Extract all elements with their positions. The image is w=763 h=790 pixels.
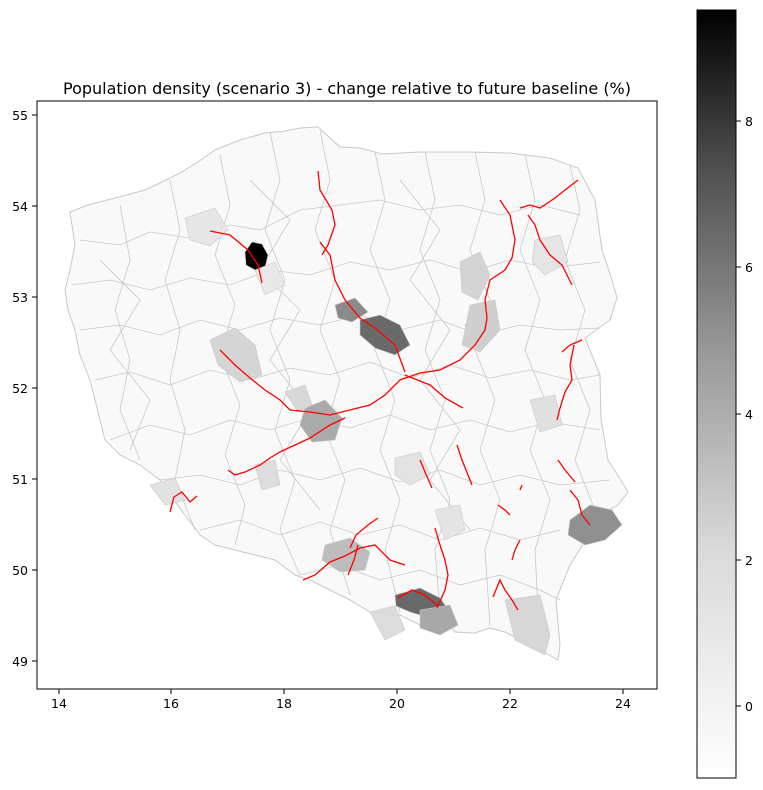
x-tick-label: 14: [51, 696, 67, 711]
road-16: [302, 544, 406, 581]
road-19: [397, 589, 439, 607]
region-poznan: [209, 327, 263, 383]
road-9: [561, 339, 583, 353]
colorbar-tick-label: 8: [745, 114, 753, 129]
region-lodz: [299, 399, 343, 443]
road-1: [209, 230, 263, 284]
road-22: [492, 578, 519, 611]
x-tick-label: 20: [389, 696, 405, 711]
region-bialystok-area: [459, 251, 491, 301]
road-14: [569, 489, 591, 526]
road-18: [347, 544, 359, 576]
region-max-change: [244, 241, 269, 271]
x-axis: 14 16 18 20 22 24: [51, 689, 631, 711]
y-axis: 55 54 53 52 51 50 49: [12, 108, 37, 669]
region-torun: [254, 261, 286, 296]
y-tick-label: 55: [12, 108, 28, 123]
road-4: [219, 199, 516, 416]
road-12: [456, 444, 473, 486]
y-tick-label: 54: [12, 199, 28, 214]
map-frame: [36, 100, 658, 690]
x-tick-label: 16: [163, 696, 179, 711]
road-11: [419, 459, 433, 489]
region-lodz-ring: [284, 384, 313, 413]
road-3: [319, 241, 406, 373]
road-8: [519, 179, 579, 209]
county-borders: [71, 129, 611, 649]
road-13: [557, 459, 576, 483]
region-kielce: [434, 504, 466, 541]
road-24: [519, 484, 523, 491]
region-wroclaw: [149, 477, 186, 506]
y-tick-label: 52: [12, 381, 28, 396]
roads: [169, 170, 591, 611]
colorbar-tick-label: 0: [745, 699, 753, 714]
region-central: [394, 451, 431, 486]
road-7: [527, 214, 573, 286]
region-lublin: [529, 394, 563, 433]
colorbar-tick-label: 6: [745, 260, 753, 275]
shaded-regions: [149, 207, 623, 656]
region-warsaw: [359, 314, 411, 356]
colorbar-tick-label: 2: [745, 553, 753, 568]
map-title: Population density (scenario 3) - change…: [63, 79, 631, 98]
region-south-2: [504, 594, 551, 656]
road-2: [317, 170, 336, 256]
road-15: [169, 491, 198, 513]
colorbar-tick-label: 4: [745, 407, 753, 422]
road-20: [434, 527, 449, 609]
road-21: [497, 504, 511, 516]
colorbar-gradient: [696, 9, 737, 779]
region-krakow-south: [419, 604, 459, 636]
x-tick-label: 24: [615, 696, 631, 711]
y-tick-label: 53: [12, 290, 28, 305]
road-10: [556, 344, 575, 421]
map-axes: 14 16 18 20 22 24 55 54 53 52 51 50 49: [12, 100, 658, 711]
road-17: [349, 517, 379, 549]
road-23: [511, 539, 521, 561]
region-east-2: [461, 299, 501, 353]
y-tick-label: 50: [12, 563, 28, 578]
region-opole: [254, 459, 281, 491]
road-6: [227, 417, 346, 476]
y-tick-label: 51: [12, 472, 28, 487]
y-tick-label: 49: [12, 654, 28, 669]
map-body: [64, 126, 629, 661]
region-south-1: [369, 605, 406, 641]
country-outline: [64, 126, 629, 661]
region-n: [184, 207, 229, 247]
road-5: [404, 374, 464, 409]
colorbar-ticks: 8 6 4 2 0: [736, 114, 753, 714]
x-tick-label: 22: [502, 696, 518, 711]
colorbar: 8 6 4 2 0: [696, 9, 753, 779]
x-tick-label: 18: [276, 696, 292, 711]
